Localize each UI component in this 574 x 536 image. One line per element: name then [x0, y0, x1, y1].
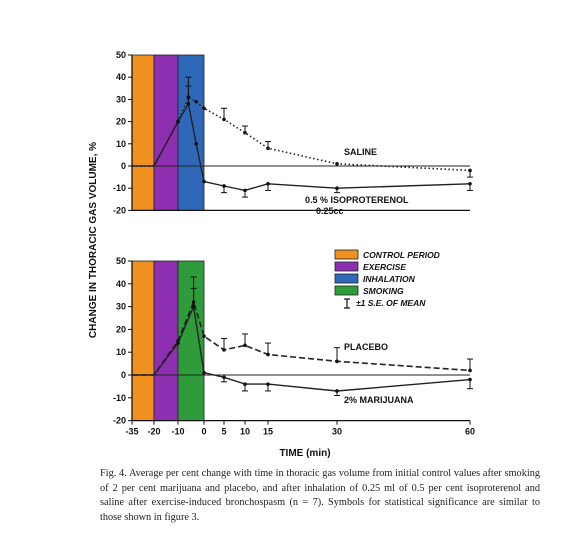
y-tick-label: 30	[116, 302, 126, 312]
y-tick-label: 20	[116, 324, 126, 334]
data-point	[222, 375, 226, 380]
legend-swatch	[334, 285, 359, 296]
data-point	[176, 119, 180, 124]
data-point	[194, 99, 198, 104]
data-point	[335, 161, 339, 166]
y-tick-label: 10	[116, 139, 126, 149]
legend-label: ±1 S.E. OF MEAN	[356, 298, 426, 308]
y-axis-label: CHANGE IN THORACIC GAS VOLUME, %	[88, 142, 99, 338]
y-tick-label: 20	[116, 117, 126, 127]
data-point	[222, 184, 226, 188]
data-point	[266, 181, 270, 186]
series-label: SALINE	[344, 147, 377, 157]
series-line-saline	[132, 96, 471, 172]
data-point	[191, 304, 196, 309]
legend-swatch	[334, 273, 359, 284]
series-label: PLACEBO	[344, 342, 388, 352]
legend-label: INHALATION	[363, 274, 416, 284]
x-tick-label: 60	[465, 427, 475, 437]
series-line-placebo	[132, 299, 471, 376]
y-tick-label: 40	[116, 72, 126, 82]
band-control-period	[131, 260, 155, 422]
legend-swatch	[334, 261, 359, 272]
band-control-period	[131, 54, 155, 211]
data-point	[194, 142, 198, 146]
legend-swatch	[334, 249, 359, 260]
y-tick-label: -20	[113, 416, 126, 426]
data-point	[266, 352, 270, 357]
data-point	[468, 368, 472, 373]
data-point	[335, 359, 339, 364]
x-tick-label: 0	[201, 427, 206, 437]
x-tick-label: -10	[171, 427, 184, 437]
series-label: 2% MARIJUANA	[344, 395, 414, 405]
data-point	[243, 343, 247, 348]
y-tick-label: -10	[113, 183, 126, 193]
band-inhalation	[177, 54, 205, 211]
data-point	[176, 341, 180, 345]
data-point	[468, 181, 472, 186]
data-point	[243, 188, 247, 193]
x-tick-label: 10	[240, 427, 250, 437]
y-tick-label: -10	[113, 393, 126, 403]
data-point	[468, 377, 472, 382]
y-tick-label: 30	[116, 94, 126, 104]
data-point	[186, 102, 191, 106]
legend-label: CONTROL PERIOD	[363, 250, 440, 260]
data-point	[266, 382, 270, 386]
y-tick-label: 50	[116, 256, 126, 266]
data-point	[335, 186, 339, 190]
y-tick-label: 40	[116, 279, 126, 289]
data-point	[202, 334, 206, 339]
data-point	[222, 117, 226, 122]
band-exercise	[153, 54, 179, 211]
x-tick-label: -35	[125, 427, 138, 437]
data-point	[202, 106, 206, 111]
series-label: 0.5 % ISOPROTERENOL	[305, 195, 409, 205]
x-tick-label: -20	[147, 427, 160, 437]
x-axis-label: TIME (min)	[279, 448, 330, 459]
x-tick-label: 5	[221, 427, 226, 437]
legend-label: EXERCISE	[363, 262, 406, 272]
y-tick-label: -20	[113, 205, 126, 215]
data-point	[202, 370, 206, 375]
y-tick-label: 50	[116, 50, 126, 60]
data-point	[222, 348, 226, 352]
x-tick-label: 15	[263, 427, 273, 437]
data-point	[243, 130, 247, 135]
data-point	[468, 168, 472, 173]
band-exercise	[153, 260, 179, 422]
data-point	[335, 389, 339, 393]
y-tick-label: 0	[121, 161, 126, 171]
x-tick-label: 30	[332, 427, 342, 437]
y-tick-label: 0	[121, 370, 126, 380]
figure-caption: Fig. 4. Average per cent change with tim…	[100, 468, 540, 523]
y-tick-label: 10	[116, 347, 126, 357]
data-point	[202, 179, 206, 184]
series-label: 0.25cc	[316, 206, 344, 216]
legend-label: SMOKING	[363, 286, 404, 296]
band-smoking	[177, 260, 205, 422]
data-point	[266, 146, 270, 151]
data-point	[243, 382, 247, 386]
